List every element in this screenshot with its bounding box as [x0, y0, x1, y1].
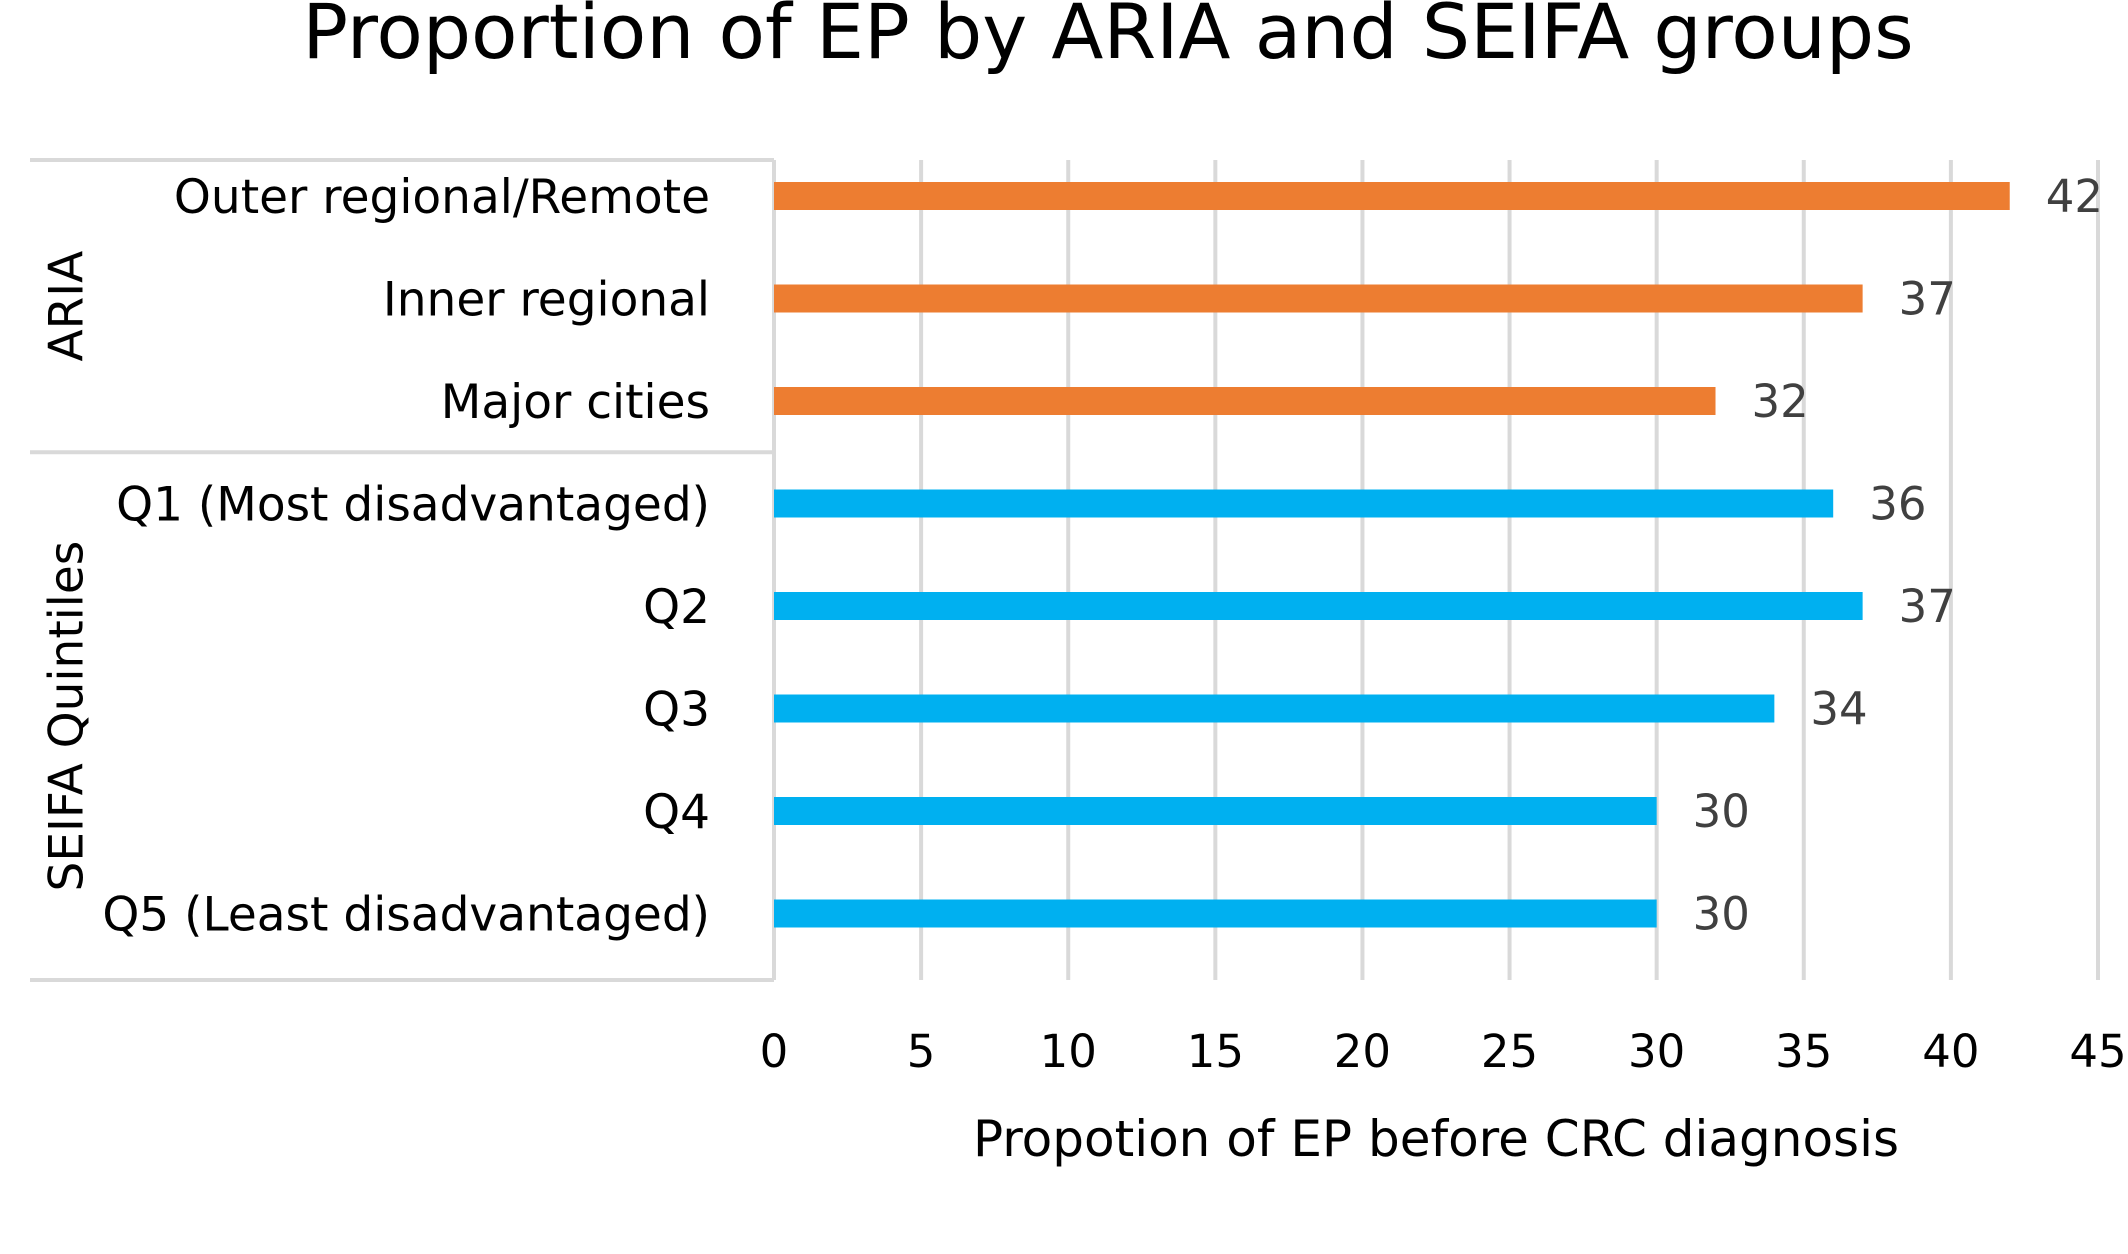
group-label: SEIFA Quintiles — [40, 541, 95, 892]
x-tick-label: 20 — [1334, 1025, 1391, 1078]
bar-q2 — [774, 592, 1863, 620]
category-label: Q1 (Most disadvantaged) — [116, 478, 710, 533]
category-label: Q3 — [643, 683, 710, 738]
x-tick-label: 0 — [760, 1025, 789, 1078]
data-labels: 42 37 32 36 37 34 30 30 — [1693, 170, 2103, 941]
data-label: 32 — [1752, 375, 1809, 428]
data-label: 37 — [1899, 580, 1956, 633]
bar-inner-regional — [774, 284, 1863, 313]
bar-q5-least-disadvantaged — [774, 899, 1657, 928]
x-tick-label: 35 — [1775, 1025, 1832, 1078]
x-axis-title: Propotion of EP before CRC diagnosis — [973, 1110, 1899, 1168]
data-label: 30 — [1693, 785, 1750, 838]
x-tick-label: 10 — [1040, 1025, 1097, 1078]
category-label: Q5 (Least disadvantaged) — [102, 888, 710, 943]
data-label: 42 — [2046, 170, 2103, 223]
category-labels: Outer regional/Remote Inner regional Major… — [102, 170, 710, 943]
group-labels: ARIA SEIFA Quintiles — [40, 251, 95, 892]
x-tick-label: 5 — [907, 1025, 936, 1078]
data-label: 30 — [1693, 888, 1750, 941]
x-axis-ticks: 0 5 10 15 20 25 30 35 40 45 — [760, 1025, 2127, 1078]
category-label: Major cities — [441, 375, 710, 430]
x-tick-label: 25 — [1481, 1025, 1538, 1078]
chart-title: Proportion of EP by ARIA and SEIFA group… — [302, 0, 1913, 76]
category-label: Q4 — [643, 785, 710, 840]
group-label: ARIA — [40, 251, 95, 362]
x-tick-label: 30 — [1628, 1025, 1685, 1078]
bar-major-cities — [774, 387, 1716, 415]
category-label: Inner regional — [383, 273, 710, 328]
bar-q3 — [774, 694, 1775, 723]
data-label: 34 — [1810, 683, 1867, 736]
data-label: 36 — [1869, 478, 1926, 531]
x-tick-label: 45 — [2069, 1025, 2126, 1078]
bar-q1-most-disadvantaged — [774, 489, 1834, 518]
category-label: Outer regional/Remote — [174, 170, 710, 225]
x-tick-label: 15 — [1187, 1025, 1244, 1078]
data-label: 37 — [1899, 273, 1956, 326]
bar-q4 — [774, 797, 1657, 825]
category-label: Q2 — [643, 580, 710, 635]
bars — [774, 182, 2010, 928]
bar-outer-regional-remote — [774, 182, 2010, 210]
x-tick-label: 40 — [1922, 1025, 1979, 1078]
